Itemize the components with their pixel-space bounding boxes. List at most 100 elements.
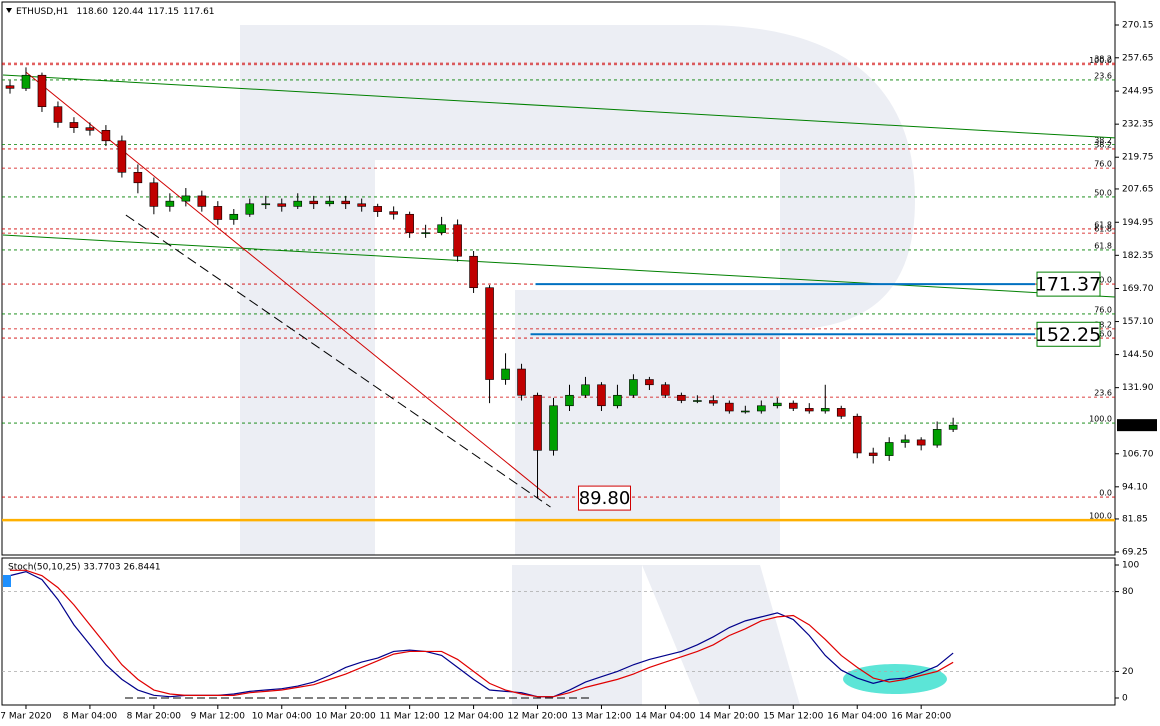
main-frame <box>1 1 1116 556</box>
fib-label: 0.0 <box>1099 489 1112 498</box>
y-tick-label: 20 <box>1122 667 1134 677</box>
y-tick-label: 194.95 <box>1122 218 1154 228</box>
candle-body <box>884 442 894 456</box>
price-box <box>1036 271 1101 297</box>
fib-label: 23.6 <box>1094 71 1112 80</box>
candle-body <box>597 384 606 407</box>
fib-label: 50.0 <box>1094 188 1112 197</box>
trendline <box>2 234 1116 298</box>
fib-label: 23.6 <box>1094 389 1112 398</box>
candle-body <box>820 408 830 412</box>
candle-body <box>309 200 319 205</box>
trendline <box>125 214 551 508</box>
x-tick-label: 7 Mar 2020 <box>0 712 52 722</box>
candle-body <box>53 106 63 123</box>
y-tick-label: 0 <box>1122 694 1128 704</box>
symbol: ETHUSD,H1 <box>16 7 69 17</box>
x-tick-label: 14 Mar 04:00 <box>635 712 695 722</box>
candle-body <box>661 384 670 396</box>
y-tick-label: 81.85 <box>1122 514 1148 524</box>
y-tick-label: 94.10 <box>1122 482 1148 492</box>
candle-body <box>900 439 910 443</box>
x-tick-label: 16 Mar 04:00 <box>827 712 887 722</box>
candle-body <box>5 85 15 89</box>
candle-body <box>852 415 862 454</box>
candle-body <box>213 206 223 220</box>
candle-body <box>117 140 127 173</box>
candle-body <box>613 394 622 407</box>
ohlc: 117.61 <box>183 7 215 17</box>
ohlc: 120.44 <box>112 7 144 17</box>
candle-body <box>373 206 382 212</box>
candle-body <box>773 402 782 407</box>
low-box <box>578 485 632 511</box>
stoch-line <box>9 571 954 698</box>
fib-label: 76.0 <box>1094 160 1112 169</box>
candle-body <box>437 224 446 233</box>
candle-body <box>725 402 734 412</box>
candle-body <box>804 408 814 412</box>
fib-label: 61.8 <box>1094 225 1112 234</box>
y-tick-label: 232.35 <box>1122 120 1154 130</box>
candle-body <box>357 203 366 207</box>
candle-body <box>565 394 574 407</box>
stoch-frame <box>1 557 1116 706</box>
candle-body <box>677 394 686 401</box>
candle-body <box>453 224 462 257</box>
y-tick-label: 169.70 <box>1122 284 1154 294</box>
candle-body <box>197 195 207 207</box>
candle-body <box>709 400 718 404</box>
y-tick-label: 106.70 <box>1122 449 1154 459</box>
indicator-marker <box>3 575 11 587</box>
candle-body <box>229 213 239 220</box>
candle-body <box>421 232 430 234</box>
candle-body <box>101 130 111 142</box>
y-tick-label: 244.95 <box>1122 87 1154 97</box>
candle-body <box>788 402 798 409</box>
candle-body <box>501 368 510 380</box>
fib-label: 38.2 <box>1094 140 1112 149</box>
candle-body <box>836 408 846 417</box>
candle-body <box>757 405 766 412</box>
candle-body <box>277 203 287 207</box>
candle-body <box>149 182 159 207</box>
y-tick-label: 157.10 <box>1122 317 1154 327</box>
price-box-label: 171.37 <box>1035 274 1101 296</box>
candle-body <box>741 410 750 413</box>
price-box <box>1036 321 1101 347</box>
fib-label: 61.8 <box>1094 241 1112 250</box>
candle-body <box>932 429 942 446</box>
x-tick-label: 10 Mar 20:00 <box>316 712 376 722</box>
candle-body <box>485 287 494 380</box>
x-tick-label: 12 Mar 20:00 <box>507 712 567 722</box>
y-tick-label: 69.25 <box>1122 548 1148 558</box>
fib-label: 50.0 <box>1094 276 1112 285</box>
last-price-tag <box>1117 419 1157 432</box>
fib-label: 76.0 <box>1094 305 1112 314</box>
fib-label: 76.0 <box>1094 330 1112 339</box>
x-tick-label: 9 Mar 12:00 <box>191 712 246 722</box>
candle-body <box>517 368 526 396</box>
y-tick-label: 131.90 <box>1122 383 1154 393</box>
x-tick-label: 12 Mar 04:00 <box>444 712 504 722</box>
x-tick-label: 14 Mar 20:00 <box>699 712 759 722</box>
candle-body <box>533 394 542 451</box>
candle-body <box>325 200 335 205</box>
x-tick-label: 16 Mar 20:00 <box>891 712 951 722</box>
header: ETHUSD,H1 118.60 120.44 117.15 117.61 <box>16 7 215 17</box>
candle-body <box>165 200 175 207</box>
x-tick-label: 15 Mar 12:00 <box>763 712 823 722</box>
fib-label: 38.2 <box>1094 136 1112 145</box>
candle-body <box>948 424 958 430</box>
fib-label: 38.2 <box>1094 320 1112 329</box>
stoch-line <box>9 569 954 698</box>
y-tick-label: 219.75 <box>1122 153 1154 163</box>
x-tick-label: 11 Mar 12:00 <box>380 712 440 722</box>
fib-label: 100.0 <box>1089 56 1112 65</box>
ohlc: 118.60 <box>77 7 109 17</box>
x-tick-label: 8 Mar 04:00 <box>63 712 118 722</box>
x-tick-label: 13 Mar 12:00 <box>571 712 631 722</box>
candle-body <box>37 74 47 108</box>
fib-label: 100.0 <box>1089 415 1112 424</box>
